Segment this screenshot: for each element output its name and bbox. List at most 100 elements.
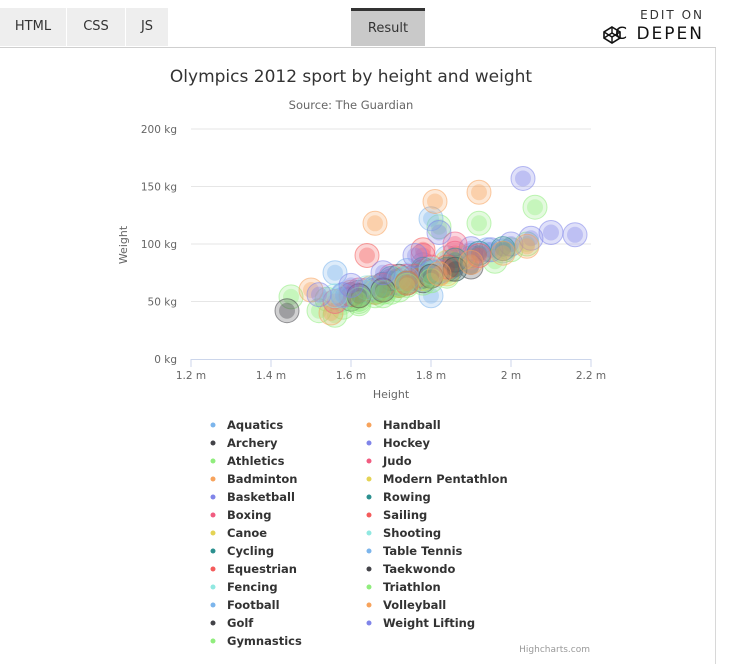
legend-label: Table Tennis [383, 544, 463, 558]
legend-item[interactable]: Archery [210, 436, 279, 450]
codepen-logo-icon [603, 26, 621, 44]
data-point-halo [434, 254, 460, 280]
data-point-halo [518, 225, 544, 251]
data-point[interactable] [471, 184, 487, 201]
legend-label: Fencing [227, 580, 278, 594]
legend-symbol-icon [210, 440, 216, 446]
data-point[interactable] [471, 215, 487, 232]
legend-label: Shooting [383, 526, 441, 540]
data-point[interactable] [343, 277, 359, 294]
data-point-halo [510, 165, 536, 191]
legend-item[interactable]: Golf [210, 616, 255, 630]
legend-item[interactable]: Modern Pentathlon [366, 472, 508, 486]
legend-label: Modern Pentathlon [383, 472, 508, 486]
tab-result[interactable]: Result [351, 8, 425, 46]
legend-item[interactable]: Gymnastics [210, 634, 302, 648]
data-points [274, 165, 588, 328]
data-point[interactable] [463, 254, 479, 271]
legend-item[interactable]: Boxing [210, 508, 272, 522]
legend-item[interactable]: Football [210, 598, 280, 612]
data-point-halo [402, 243, 428, 268]
legend-symbol-icon [210, 494, 216, 500]
data-point[interactable] [423, 210, 439, 227]
data-point-halo [338, 272, 364, 298]
data-point[interactable] [431, 224, 447, 241]
legend-item[interactable]: Equestrian [210, 562, 297, 576]
data-point[interactable] [567, 226, 583, 243]
legend-label: Canoe [227, 526, 267, 540]
y-tick-label: 0 kg [154, 354, 177, 366]
data-point[interactable] [399, 275, 415, 292]
data-point[interactable] [447, 236, 463, 252]
data-point[interactable] [527, 199, 543, 216]
data-point[interactable] [327, 264, 343, 281]
edit-on-label: EDIT ON [640, 8, 704, 22]
data-point-halo [514, 233, 540, 259]
legend-item[interactable]: Badminton [210, 472, 298, 486]
data-point[interactable] [543, 224, 559, 241]
tab-html[interactable]: HTML [0, 8, 66, 46]
legend-label: Rowing [383, 490, 431, 504]
data-point[interactable] [367, 215, 383, 232]
legend-symbol-icon [366, 440, 372, 446]
highcharts-credits-link[interactable]: Highcharts.com [519, 645, 590, 655]
data-point-halo [394, 270, 420, 296]
legend-label: Gymnastics [227, 634, 302, 648]
data-point[interactable] [375, 264, 391, 281]
data-point[interactable] [431, 218, 447, 235]
legend-item[interactable]: Rowing [366, 490, 431, 504]
legend-item[interactable]: Athletics [210, 454, 285, 468]
legend-item[interactable]: Hockey [366, 436, 431, 450]
data-point[interactable] [399, 277, 415, 294]
tab-css[interactable]: CSS [67, 8, 125, 46]
data-point[interactable] [519, 238, 535, 255]
series-weight-lifting [306, 220, 452, 308]
legend-item[interactable]: Triathlon [366, 580, 441, 594]
legend-symbol-icon [210, 638, 216, 644]
data-point[interactable] [327, 307, 343, 324]
data-point[interactable] [427, 193, 443, 210]
data-point[interactable] [515, 170, 531, 187]
legend-item[interactable]: Cycling [210, 544, 275, 558]
data-point[interactable] [311, 286, 327, 303]
data-point[interactable] [415, 247, 431, 264]
legend-symbol-icon [210, 422, 216, 428]
data-point[interactable] [399, 275, 415, 292]
data-point-halo [370, 279, 396, 305]
legend-item[interactable]: Shooting [366, 526, 442, 540]
data-point[interactable] [351, 291, 367, 308]
legend-symbol-icon [366, 602, 372, 608]
data-point[interactable] [519, 236, 535, 252]
data-point[interactable] [283, 288, 299, 305]
legend-item[interactable]: Sailing [366, 508, 428, 522]
legend-label: Hockey [383, 436, 430, 450]
data-point[interactable] [351, 287, 367, 304]
tab-js[interactable]: JS [126, 8, 168, 46]
legend-item[interactable]: Handball [366, 418, 441, 432]
edit-on-codepen-link[interactable]: EDIT ON C DEPEN [603, 8, 704, 44]
legend-item[interactable]: Fencing [210, 580, 278, 594]
legend-item[interactable]: Weight Lifting [366, 616, 476, 630]
data-point[interactable] [431, 265, 447, 282]
data-point-halo [278, 284, 304, 310]
legend-item[interactable]: Basketball [210, 490, 295, 504]
data-point[interactable] [279, 302, 295, 319]
codepen-toolbar: HTML CSS JS Result EDIT ON C DEPEN [0, 0, 716, 48]
data-point[interactable] [375, 282, 391, 298]
data-point[interactable] [495, 240, 511, 257]
legend-label: Football [227, 598, 280, 612]
legend-item[interactable]: Canoe [210, 526, 268, 540]
data-point[interactable] [375, 284, 391, 301]
legend-item[interactable]: Judo [366, 454, 412, 468]
legend-item[interactable]: Table Tennis [366, 544, 463, 558]
legend-symbol-icon [366, 494, 372, 500]
legend-item[interactable]: Taekwondo [366, 562, 456, 576]
legend-item[interactable]: Volleyball [366, 598, 447, 612]
legend: Aquatics Archery Athletics Badminton Basketb… [210, 418, 508, 648]
data-point[interactable] [359, 247, 375, 264]
data-point[interactable] [407, 247, 423, 264]
data-point[interactable] [495, 245, 511, 262]
x-tick-label: 1.4 m [256, 370, 286, 382]
legend-label: Triathlon [383, 580, 441, 594]
legend-item[interactable]: Aquatics [210, 418, 284, 432]
